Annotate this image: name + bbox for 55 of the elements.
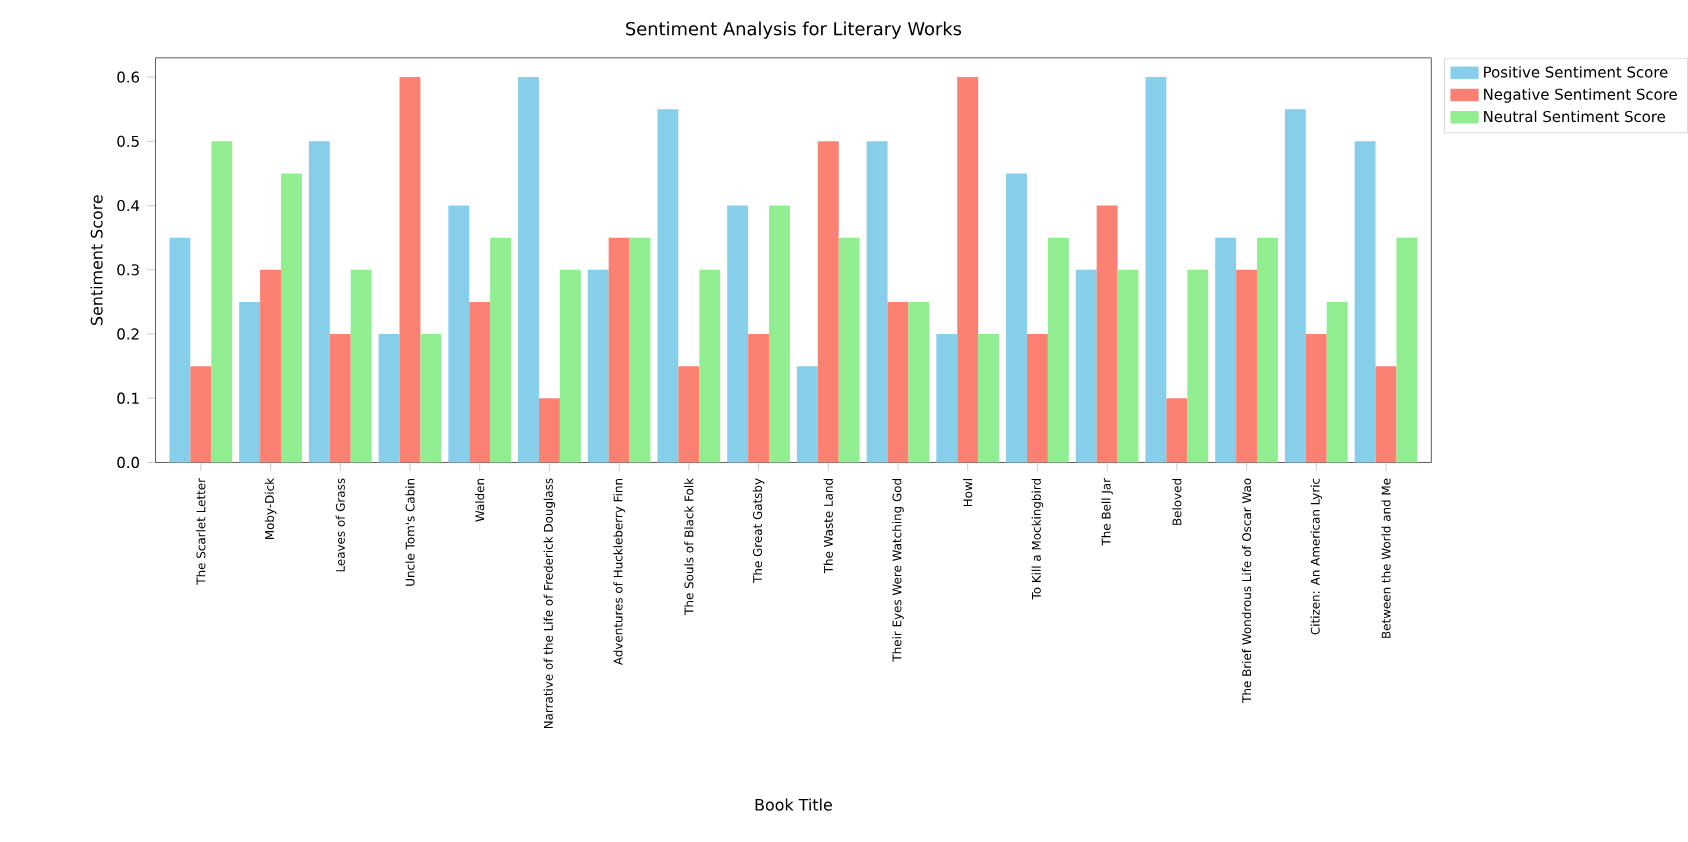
bar <box>908 302 930 463</box>
bar <box>420 334 442 463</box>
bar <box>1284 109 1306 463</box>
bar <box>260 270 282 463</box>
bar <box>518 77 539 463</box>
bar <box>1166 398 1188 463</box>
bar <box>866 141 888 463</box>
bar <box>699 270 721 463</box>
bar <box>329 334 351 463</box>
bar <box>1354 141 1376 463</box>
bar <box>469 302 491 463</box>
bar <box>190 366 212 463</box>
bar <box>796 366 818 463</box>
bar <box>1326 302 1348 463</box>
bar <box>281 173 302 463</box>
bar <box>239 302 261 463</box>
bar <box>308 141 330 463</box>
bar <box>957 77 979 463</box>
bar <box>887 302 909 463</box>
bar <box>1236 270 1258 463</box>
chart-title: Sentiment Analysis for Literary Works <box>626 21 962 40</box>
bar <box>678 366 700 463</box>
bar <box>1145 77 1167 463</box>
bar <box>378 334 400 463</box>
bar <box>978 334 1000 463</box>
bar <box>1096 205 1118 463</box>
bar <box>1396 238 1418 463</box>
bar <box>817 141 839 463</box>
bar <box>1187 270 1209 463</box>
bar <box>657 109 679 463</box>
bar <box>1215 238 1237 463</box>
bar <box>1047 238 1069 463</box>
bar <box>211 141 233 463</box>
bar <box>1257 238 1278 463</box>
bar <box>587 270 609 463</box>
bar <box>608 238 630 463</box>
bar <box>629 238 651 463</box>
bar <box>169 238 191 463</box>
bar <box>350 270 372 463</box>
bar <box>748 334 770 463</box>
bar <box>838 238 860 463</box>
bar <box>490 238 512 463</box>
bar <box>559 270 581 463</box>
bar <box>727 205 749 463</box>
bar <box>1305 334 1327 463</box>
bar <box>1075 270 1097 463</box>
bar <box>538 398 560 463</box>
bar <box>936 334 958 463</box>
bar <box>448 205 470 463</box>
bar <box>1006 173 1027 463</box>
bar <box>1117 270 1139 463</box>
bar <box>769 205 790 463</box>
bar <box>399 77 421 463</box>
bar <box>1026 334 1048 463</box>
bar <box>1375 366 1397 463</box>
